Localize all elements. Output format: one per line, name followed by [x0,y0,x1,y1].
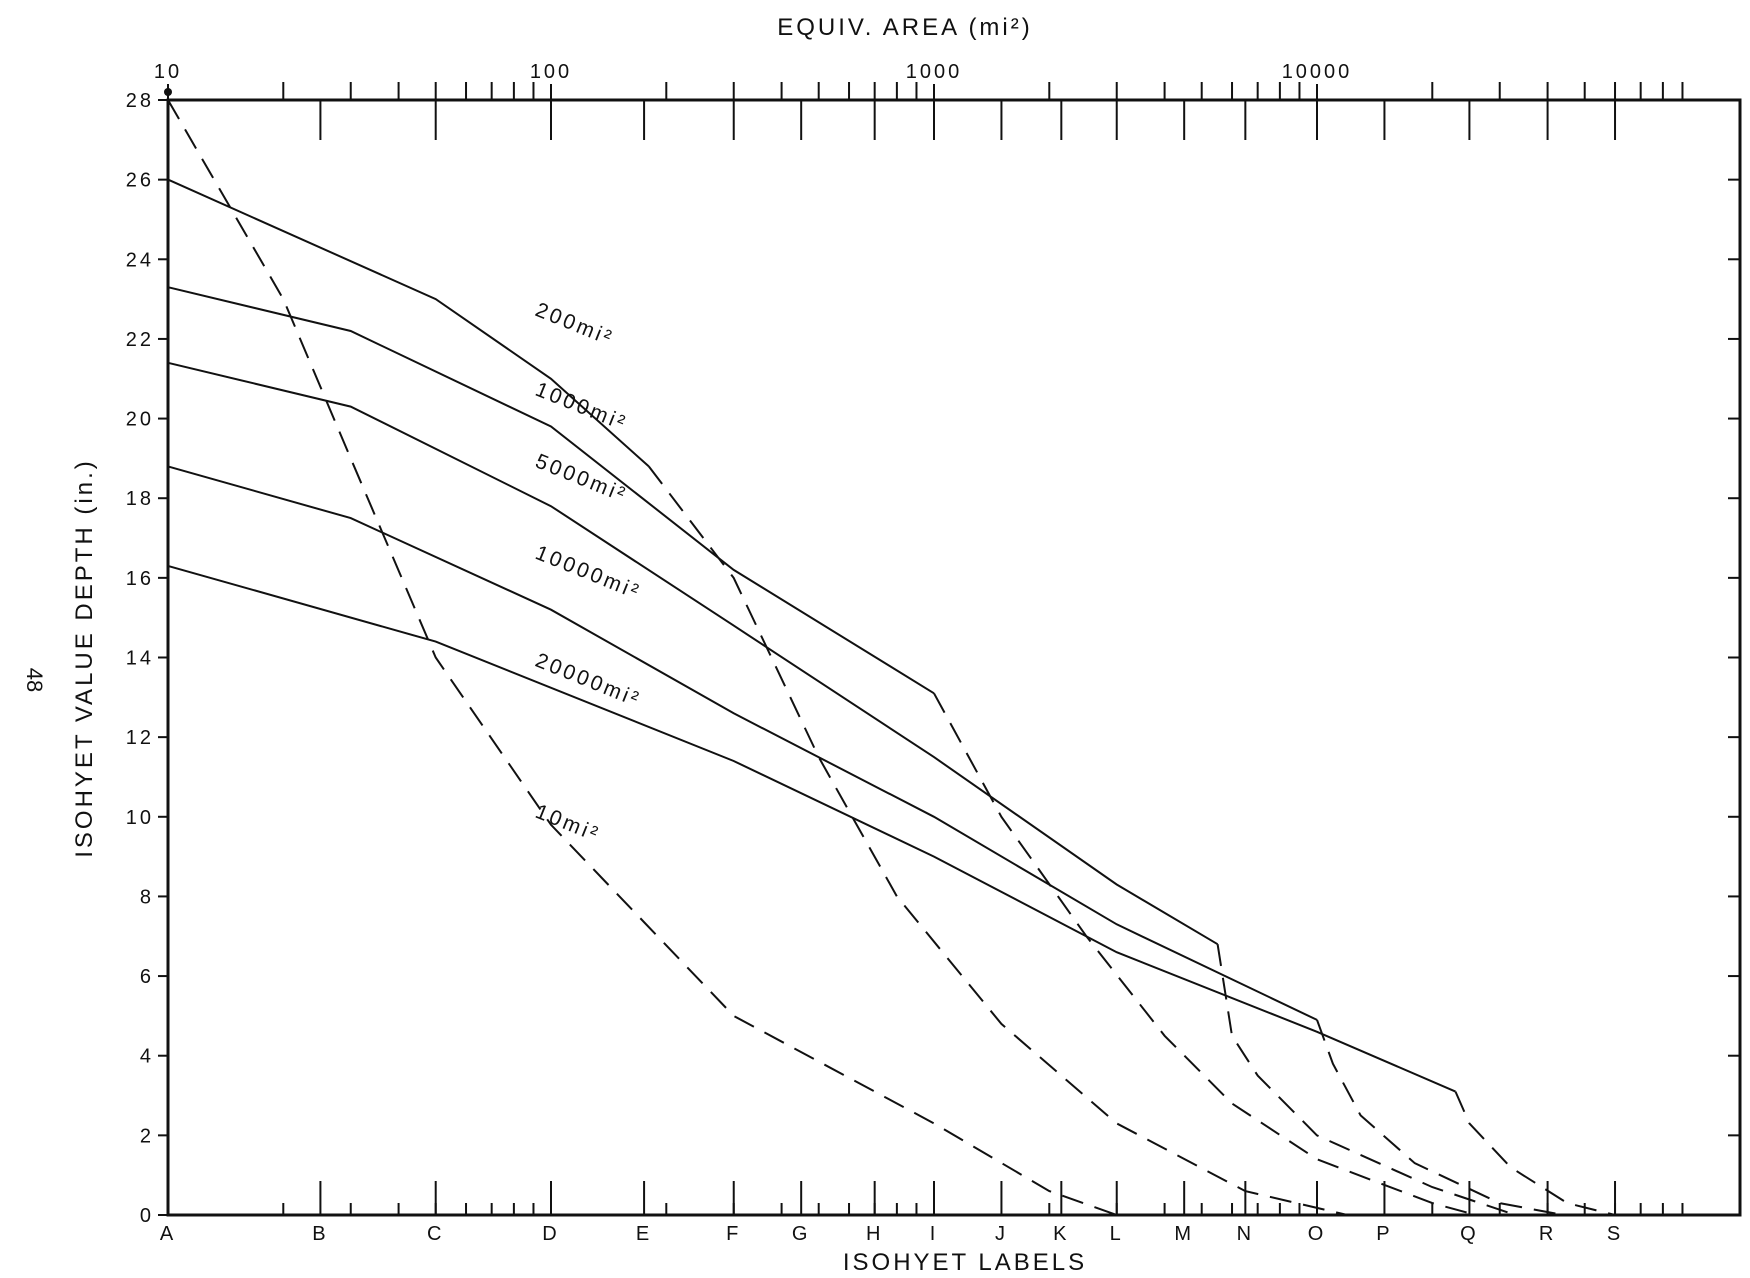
series-solid-line [167,178,650,468]
top-tick-label: 10000 [1282,61,1353,83]
series-dashed-line [1216,944,1516,1216]
series-label: 200mi² [532,298,617,350]
series-label: 10mi² [532,800,603,847]
y-tick-label: 6 [140,966,154,988]
top-tick-label: 1000 [906,61,963,83]
bottom-tick-label: H [866,1223,883,1245]
label-layer: 200mi²1000mi²5000mi²10000mi²20000mi²10mi… [532,298,644,846]
top-axis-title: EQUIV. AREA (mi²) [777,14,1033,41]
top-tick-label: 10 [154,61,182,83]
y-tick-label: 20 [126,409,154,431]
y-tick-label: 10 [126,807,154,829]
series-dashed-line [1454,1091,1616,1216]
bottom-tick-label: Q [1460,1223,1479,1245]
bottom-tick-label: G [792,1223,811,1245]
bottom-tick-label: F [726,1223,741,1245]
series-dashed-line [1316,1019,1564,1216]
y-tick-label: 22 [126,329,154,351]
bottom-tick-label: I [930,1223,939,1245]
y-tick-label: 0 [140,1205,154,1227]
y-tick-label: 8 [140,886,154,908]
series-dashed-line [648,465,1348,1216]
bottom-tick-label: B [312,1223,328,1245]
y-tick-label: 24 [126,249,154,271]
y-tick-label: 18 [126,488,154,510]
bottom-tick-label: M [1174,1223,1194,1245]
bottom-axis-title: ISOHYET LABELS [843,1249,1087,1276]
bottom-tick-label: K [1053,1223,1069,1245]
bottom-tick-label: O [1308,1223,1327,1245]
y-tick-label: 16 [126,568,154,590]
bottom-tick-label: S [1607,1223,1623,1245]
top-tick-label: 100 [530,61,572,83]
bottom-tick-label: C [427,1223,444,1245]
y-tick-label: 26 [126,170,154,192]
bottom-tick-label: L [1110,1223,1124,1245]
page-number: 48 [22,668,47,692]
bottom-tick-label: D [542,1223,559,1245]
y-tick-label: 14 [126,648,154,670]
y-tick-label: 4 [140,1046,154,1068]
bottom-tick-label: J [995,1223,1008,1245]
y-tick-label: 2 [140,1125,154,1147]
series-solid-line [167,465,1318,1021]
plot-frame [166,98,1742,1217]
y-tick-label: 12 [126,727,154,749]
series-dashed-line [167,99,1118,1216]
series-label: 1000mi² [532,378,630,436]
bottom-tick-label: N [1237,1223,1254,1245]
series-layer [167,99,1616,1216]
bottom-tick-label: P [1376,1223,1392,1245]
top-axis-ticks: 10 100 1000 10000 [154,61,1684,140]
series-dashed-line [933,692,1477,1216]
bottom-tick-label: E [636,1223,652,1245]
right-axis-ticks [1728,99,1740,1216]
series-label: 10000mi² [532,541,644,604]
y-axis-title: ISOHYET VALUE DEPTH (in.) [71,458,98,858]
y-tick-label: 28 [126,90,154,112]
origin-marker [164,88,172,96]
bottom-tick-label: R [1539,1223,1556,1245]
series-solid-line [167,361,1219,946]
series-solid-line [167,564,1456,1093]
bottom-tick-label: A [160,1223,176,1245]
bottom-axis-ticks: A B C D E F G H I J K L M N O P Q R S [160,1181,1684,1245]
series-solid-line [167,286,935,695]
